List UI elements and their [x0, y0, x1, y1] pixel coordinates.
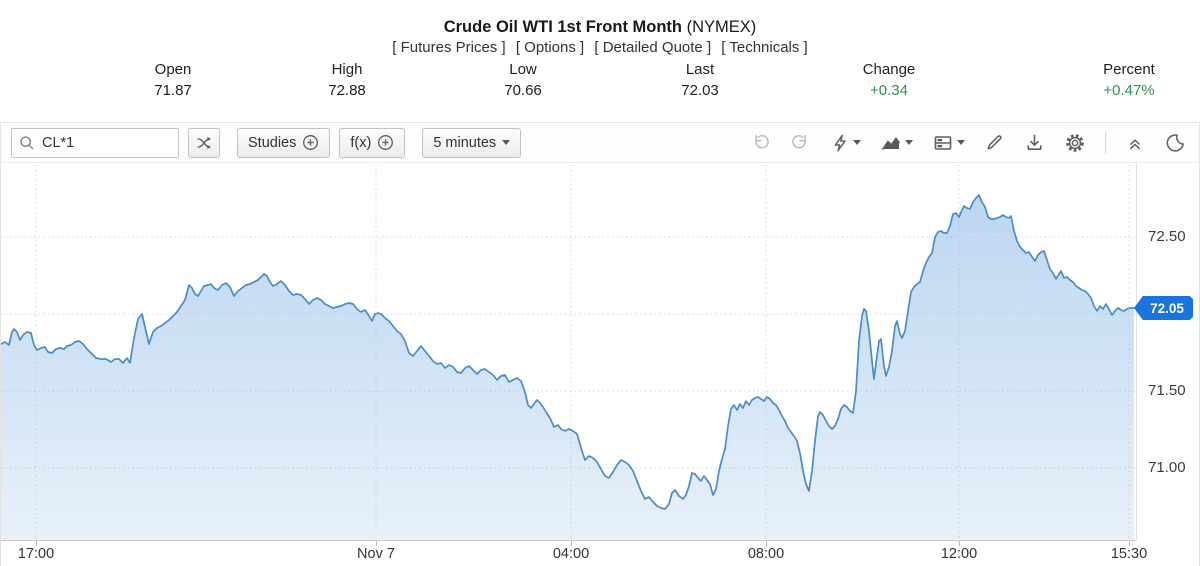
- plus-circle-icon: [303, 135, 319, 150]
- plus-circle-icon: [378, 135, 394, 150]
- stat-low: Low 70.66: [504, 60, 542, 101]
- collapse-toolbar-button[interactable]: [1125, 133, 1145, 153]
- chart-area: 72.05 72.50 71.50 71.00 17:00 Nov 7 04:00 08:…: [1, 163, 1199, 566]
- functions-button[interactable]: f(x): [339, 127, 406, 158]
- x-axis[interactable]: 17:00 Nov 7 04:00 08:00 12:00 15:30: [1, 541, 1199, 566]
- chevron-down-icon: [957, 140, 965, 145]
- undo-icon: [755, 134, 769, 149]
- quote-header: Crude Oil WTI 1st Front Month (NYMEX) [ …: [0, 0, 1200, 122]
- y-axis-label: 71.50: [1148, 382, 1186, 399]
- y-axis-label: 71.00: [1148, 459, 1186, 476]
- pencil-icon: [987, 135, 1002, 150]
- stat-value: +0.47%: [1103, 82, 1155, 99]
- double-chevron-up-icon: [1130, 138, 1140, 149]
- chart-panel: Studies f(x) 5 minutes: [0, 122, 1200, 566]
- page-title: Crude Oil WTI 1st Front Month (NYMEX): [0, 17, 1200, 38]
- toolbar-left-group: Studies f(x) 5 minutes: [11, 127, 522, 158]
- quote-nav-links: [ Futures Prices ] [ Options ] [ Detaile…: [0, 39, 1200, 56]
- x-axis-label: 08:00: [747, 546, 785, 562]
- view-layout-dropdown[interactable]: [932, 132, 965, 154]
- link-technicals[interactable]: [ Technicals ]: [721, 39, 808, 56]
- x-axis-label: 15:30: [1110, 546, 1148, 562]
- studies-button[interactable]: Studies: [237, 127, 331, 158]
- x-axis-label: 04:00: [552, 546, 590, 562]
- compare-icon: [197, 136, 211, 149]
- toolbar-divider: [1105, 131, 1106, 154]
- dark-mode-button[interactable]: [1164, 132, 1185, 153]
- stat-label: High: [331, 61, 363, 78]
- link-futures-prices[interactable]: [ Futures Prices ]: [392, 39, 506, 56]
- chevron-down-icon: [502, 140, 511, 145]
- search-icon: [20, 135, 34, 150]
- area-chart-icon: [882, 136, 900, 150]
- interval-dropdown[interactable]: 5 minutes: [422, 127, 522, 158]
- x-axis-tick: [36, 541, 37, 546]
- chevron-down-icon: [853, 140, 861, 145]
- redo-button[interactable]: [790, 132, 811, 153]
- download-button[interactable]: [1024, 132, 1045, 153]
- chevron-down-icon: [905, 140, 913, 145]
- symbol-search: [11, 127, 179, 158]
- price-area-fill: [1, 195, 1134, 541]
- gear-icon: [1066, 133, 1084, 152]
- stat-value: +0.34: [870, 82, 908, 99]
- x-axis-label: 17:00: [17, 546, 55, 562]
- toolbar-right-group: [750, 131, 1185, 154]
- stat-last: Last 72.03: [681, 60, 719, 101]
- moon-icon: [1166, 134, 1184, 152]
- y-axis-label: 72.50: [1148, 228, 1186, 245]
- chart-type-dropdown[interactable]: [880, 132, 913, 154]
- compare-button[interactable]: [188, 127, 220, 158]
- alerts-dropdown[interactable]: [830, 133, 861, 153]
- chart-canvas[interactable]: [1, 163, 1136, 541]
- download-icon: [1027, 134, 1042, 150]
- stat-value: 72.88: [328, 82, 366, 99]
- symbol-input[interactable]: [11, 127, 179, 158]
- stat-value: 70.66: [504, 82, 542, 99]
- exchange-name: (NYMEX): [686, 18, 757, 36]
- chart-toolbar: Studies f(x) 5 minutes: [1, 123, 1199, 163]
- studies-label: Studies: [248, 134, 297, 151]
- x-axis-label: 12:00: [940, 546, 978, 562]
- stat-percent: Percent +0.47%: [1103, 60, 1155, 101]
- x-axis-tick: [766, 541, 767, 546]
- stat-label: Low: [509, 61, 537, 78]
- stat-label: Change: [862, 61, 916, 78]
- x-axis-tick: [1129, 541, 1130, 546]
- stat-open: Open 71.87: [154, 60, 192, 101]
- stat-value: 72.03: [681, 82, 719, 99]
- functions-label: f(x): [350, 134, 372, 151]
- stat-change: Change +0.34: [863, 60, 916, 101]
- stat-label: Last: [685, 61, 715, 78]
- x-axis-tick: [376, 541, 377, 546]
- stat-label: Percent: [1103, 61, 1155, 78]
- last-price-badge: 72.05: [1134, 296, 1193, 320]
- x-axis-label: Nov 7: [357, 546, 395, 562]
- settings-button[interactable]: [1064, 132, 1086, 154]
- x-axis-tick: [571, 541, 572, 546]
- stat-label: Open: [154, 61, 192, 78]
- stat-value: 71.87: [154, 82, 192, 99]
- interval-label: 5 minutes: [433, 134, 497, 151]
- link-detailed-quote[interactable]: [ Detailed Quote ]: [594, 39, 712, 56]
- link-options[interactable]: [ Options ]: [515, 39, 585, 56]
- flash-icon: [834, 134, 846, 151]
- price-line: [1, 194, 1135, 510]
- stat-high: High 72.88: [328, 60, 366, 101]
- undo-button[interactable]: [750, 132, 771, 153]
- y-axis[interactable]: 72.05 72.50 71.50 71.00: [1134, 163, 1199, 541]
- redo-icon: [792, 134, 806, 149]
- instrument-name: Crude Oil WTI 1st Front Month: [443, 18, 683, 36]
- layout-grid-icon: [934, 135, 952, 150]
- x-axis-tick: [959, 541, 960, 546]
- draw-tools-button[interactable]: [984, 132, 1005, 153]
- ohlc-stats-row: Open 71.87 High 72.88 Low 70.66 Last 72.…: [0, 60, 1200, 102]
